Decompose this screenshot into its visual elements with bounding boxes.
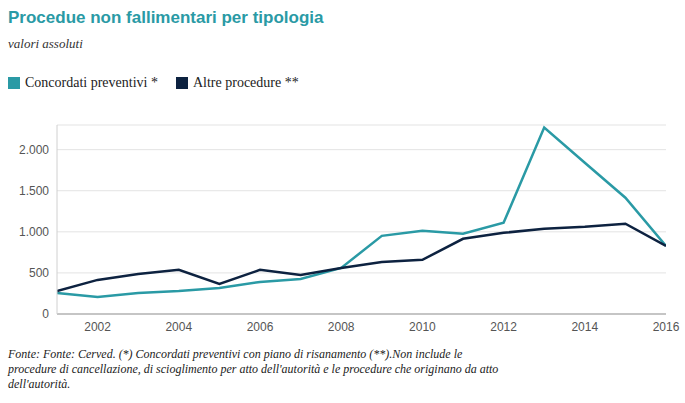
html-text:Procedue non fallimentari per: Procedue non fallimentari per tipologia	[8, 8, 324, 27]
svg-text:2008: 2008	[328, 320, 355, 334]
html-text:Concordati preventivi *: Concordati preventivi *	[25, 75, 158, 90]
svg-text:2016: 2016	[653, 320, 677, 334]
svg-text:2004: 2004	[165, 320, 192, 334]
svg-text:1.500: 1.500	[19, 184, 49, 198]
svg-text:1.000: 1.000	[19, 225, 49, 239]
html-text:Altre procedure **: Altre procedure **	[193, 75, 299, 90]
svg-text:2010: 2010	[409, 320, 436, 334]
svg-text:2.000: 2.000	[19, 143, 49, 157]
svg-text:2012: 2012	[490, 320, 517, 334]
html-text:Fonte: Fonte: Cerved. (*) Conc: Fonte: Fonte: Cerved. (*) Concordati pre…	[8, 347, 499, 391]
svg-text:500: 500	[29, 266, 49, 280]
svg-text:0: 0	[42, 307, 49, 321]
svg-text:2014: 2014	[571, 320, 598, 334]
svg-text:2006: 2006	[247, 320, 274, 334]
svg-text:2002: 2002	[84, 320, 111, 334]
html-text:valori assoluti: valori assoluti	[8, 36, 83, 51]
